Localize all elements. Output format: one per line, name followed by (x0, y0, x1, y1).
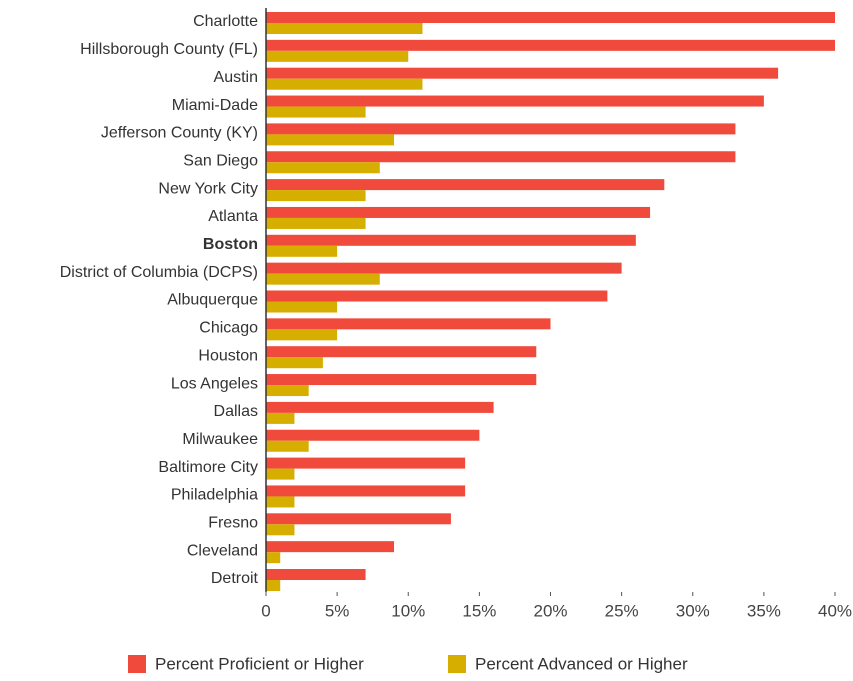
y-tick-label: Albuquerque (167, 292, 258, 309)
bar (266, 580, 281, 591)
x-tick-label: 0 (261, 601, 270, 620)
bar (266, 290, 608, 302)
y-tick-label: Fresno (208, 515, 258, 532)
x-tick-label: 35% (747, 601, 781, 620)
bar (266, 569, 366, 580)
bar (266, 39, 835, 51)
bar (266, 217, 366, 229)
bar (266, 262, 622, 274)
y-tick-label: Philadelphia (171, 487, 258, 504)
bar (266, 485, 466, 497)
y-tick-label: Houston (198, 347, 258, 364)
y-tick-label: Baltimore City (158, 459, 258, 476)
bar (266, 552, 281, 564)
bar (266, 190, 366, 202)
y-tick-label: San Diego (183, 152, 258, 169)
x-tick-label: 5% (325, 601, 350, 620)
bar (266, 273, 380, 285)
x-tick-label: 40% (818, 601, 852, 620)
y-tick-label: New York City (158, 180, 258, 197)
legend-label: Percent Proficient or Higher (155, 654, 364, 673)
bar (266, 513, 451, 525)
bar (266, 329, 338, 341)
bar (266, 357, 323, 369)
bar (266, 374, 537, 386)
bar (266, 123, 736, 135)
bar (266, 206, 651, 218)
bar (266, 318, 551, 330)
bar (266, 179, 665, 191)
bar (266, 385, 309, 397)
bar (266, 134, 395, 146)
bar (266, 67, 779, 79)
y-tick-label: Charlotte (193, 13, 258, 30)
y-tick-label: Cleveland (187, 542, 258, 559)
bar (266, 151, 736, 163)
bar (266, 245, 338, 257)
legend-swatch (448, 655, 466, 673)
bar (266, 50, 409, 62)
y-tick-label: Miami-Dade (172, 97, 258, 114)
x-tick-label: 30% (676, 601, 710, 620)
bar (266, 440, 309, 452)
bar (266, 234, 636, 246)
bar (266, 12, 835, 23)
y-tick-label: Chicago (199, 320, 258, 337)
bar (266, 541, 395, 553)
bar (266, 95, 764, 107)
y-tick-label: Los Angeles (171, 375, 258, 392)
legend-label: Percent Advanced or Higher (475, 654, 688, 673)
y-tick-label: Boston (203, 236, 258, 253)
bar (266, 412, 295, 424)
y-tick-label: Austin (214, 69, 258, 86)
bar (266, 468, 295, 480)
y-tick-label: Dallas (214, 403, 258, 420)
bar (266, 78, 423, 90)
x-tick-label: 15% (462, 601, 496, 620)
x-tick-label: 20% (533, 601, 567, 620)
bar (266, 162, 380, 174)
bar (266, 301, 338, 313)
y-tick-label: Detroit (211, 570, 259, 587)
bar (266, 496, 295, 508)
y-tick-label: Hillsborough County (FL) (80, 41, 258, 58)
y-tick-label: District of Columbia (DCPS) (60, 264, 258, 281)
bar (266, 106, 366, 118)
x-tick-label: 10% (391, 601, 425, 620)
bar (266, 457, 466, 469)
y-tick-label: Atlanta (208, 208, 258, 225)
bar (266, 524, 295, 536)
bar (266, 346, 537, 358)
y-tick-label: Jefferson County (KY) (101, 125, 258, 142)
bar (266, 401, 494, 413)
x-tick-label: 25% (605, 601, 639, 620)
y-tick-label: Milwaukee (182, 431, 258, 448)
bar (266, 23, 423, 34)
bar (266, 429, 480, 441)
legend-swatch (128, 655, 146, 673)
